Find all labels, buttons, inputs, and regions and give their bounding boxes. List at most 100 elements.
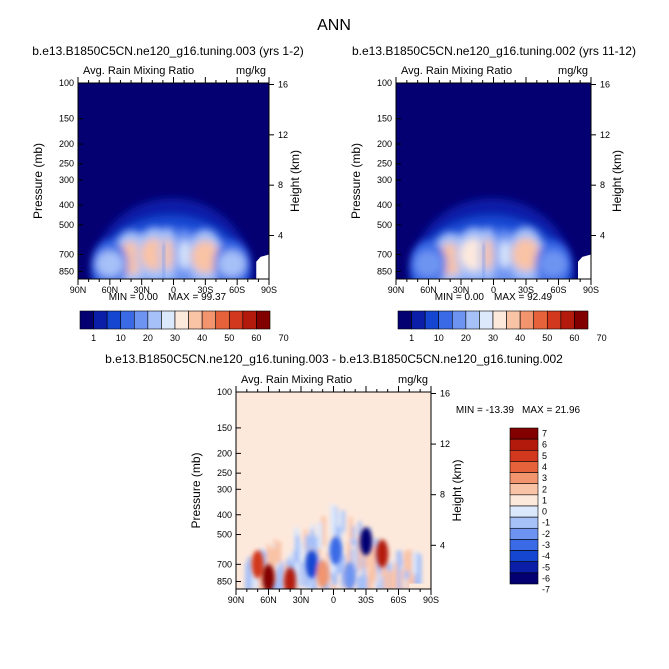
diff-streak (280, 565, 285, 589)
rain-core-5 (191, 240, 220, 274)
diff-streak (403, 551, 409, 571)
lat-tick-label: 90S (261, 285, 277, 295)
pressure-tick-label: 850 (59, 267, 74, 277)
diff-streak (298, 541, 304, 564)
pressure-tick-label: 400 (217, 510, 232, 520)
colorbar-box (161, 310, 176, 330)
pressure-tick-label: 250 (377, 159, 392, 169)
height-tick-label: 4 (440, 540, 445, 550)
diff-streak (340, 510, 346, 533)
diff-streak (415, 560, 421, 584)
diff-streak (361, 542, 368, 569)
y-axis-right-label: Height (km) (450, 459, 464, 521)
stat-max: MAX = 99.37 (168, 292, 227, 303)
lat-tick-label: 30N (293, 595, 310, 605)
rain-cores (91, 227, 250, 279)
terrain (256, 254, 269, 279)
colorbar-label: 30 (488, 333, 498, 343)
lat-tick-label: 60N (260, 595, 277, 605)
colorbar-box (492, 310, 507, 330)
colorbar-label: -5 (542, 562, 550, 572)
height-tick-label: 8 (600, 180, 605, 190)
diff-streak (412, 551, 417, 575)
lat-tick-label: 30S (518, 285, 534, 295)
lat-tick-label: 60S (390, 595, 406, 605)
colorbar-box (106, 310, 122, 330)
panel-3: b.e13.B1850C5CN.ne120_g16.tuning.003 - b… (105, 352, 581, 605)
colorbar-label: 70 (597, 333, 607, 343)
colorbar-box (509, 561, 539, 574)
lat-tick-label: 0 (331, 595, 336, 605)
colorbar-label: 60 (251, 333, 261, 343)
colorbar-box (397, 310, 412, 330)
diff-streak (398, 569, 404, 589)
height-tick-label: 16 (278, 79, 288, 89)
variable-label: Avg. Rain Mixing Ratio (241, 374, 352, 386)
lat-tick-label: 30S (197, 285, 213, 295)
rain-core-4 (179, 239, 190, 270)
colorbar-label: -2 (542, 529, 550, 539)
diff-streak (383, 570, 389, 589)
colorbar-box (509, 516, 539, 529)
equator-gap (162, 243, 165, 279)
variable-label: Avg. Rain Mixing Ratio (401, 65, 512, 77)
diff-streak (295, 537, 300, 567)
diff-streak (381, 578, 386, 589)
field (245, 504, 431, 589)
colorbar-panel-1: 1 10 20 30 40 50 60 70 (79, 310, 289, 343)
colorbar-box (519, 310, 535, 330)
colorbar-box (479, 310, 494, 330)
diff-streak (303, 529, 308, 549)
pressure-tick-label: 300 (59, 175, 74, 185)
pressure-tick-label: 200 (377, 139, 392, 149)
colorbar-panel-2: 1 10 20 30 40 50 60 70 (397, 310, 607, 343)
colorbar-label: 40 (515, 333, 525, 343)
diff-spot-8 (343, 562, 356, 589)
rain-core-3 (483, 238, 494, 271)
pressure-tick-label: 100 (59, 78, 74, 88)
height-tick-label: 4 (600, 231, 605, 241)
diff-streak (249, 566, 255, 585)
pressure-tick-label: 400 (377, 200, 392, 210)
units-label: mg/kg (558, 65, 588, 77)
lat-tick-label: 30S (358, 595, 374, 605)
lat-tick-label: 0 (171, 285, 176, 295)
colorbar-box (509, 572, 539, 585)
diff-streak (258, 567, 265, 589)
lat-tick-label: 60N (420, 285, 437, 295)
pressure-tick-label: 300 (217, 484, 232, 494)
colorbar-box (256, 310, 271, 330)
rain-core-6 (95, 250, 124, 278)
pressure-tick-label: 500 (377, 220, 392, 230)
diff-spot-4 (305, 550, 318, 579)
panel-2: b.e13.B1850C5CN.ne120_g16.tuning.002 (yr… (349, 44, 636, 303)
colorbar-box (509, 427, 539, 440)
colorbar-box (174, 310, 189, 330)
pressure-tick-label: 300 (377, 175, 392, 185)
colorbar-label: 1 (409, 333, 414, 343)
panels: b.e13.B1850C5CN.ne120_g16.tuning.003 (yr… (31, 44, 636, 605)
colorbar-box (147, 310, 162, 330)
pressure-tick-label: 150 (59, 114, 74, 124)
rain-core-4 (499, 240, 510, 269)
diff-streak (358, 535, 364, 570)
colorbar-box (509, 494, 539, 507)
colorbar-box (509, 550, 539, 563)
diff-streak (272, 546, 278, 565)
stat-max: MAX = 21.96 (522, 405, 581, 416)
terrain (578, 254, 591, 279)
equator-gap (482, 243, 485, 279)
colorbar-label: -1 (542, 518, 550, 528)
colorbar-label: 20 (143, 333, 153, 343)
stat-min: MIN = -13.39 (456, 405, 515, 416)
colorbar-box (215, 310, 230, 330)
colorbar-box (201, 310, 217, 330)
colorbar-label: 0 (542, 507, 547, 517)
diff-streak (317, 522, 323, 549)
colorbar-label: -3 (542, 540, 550, 550)
pressure-tick-label: 700 (59, 249, 74, 259)
colorbar-box (509, 505, 539, 518)
panel-title: b.e13.B1850C5CN.ne120_g16.tuning.003 (yr… (32, 44, 304, 58)
height-tick-label: 16 (600, 79, 610, 89)
